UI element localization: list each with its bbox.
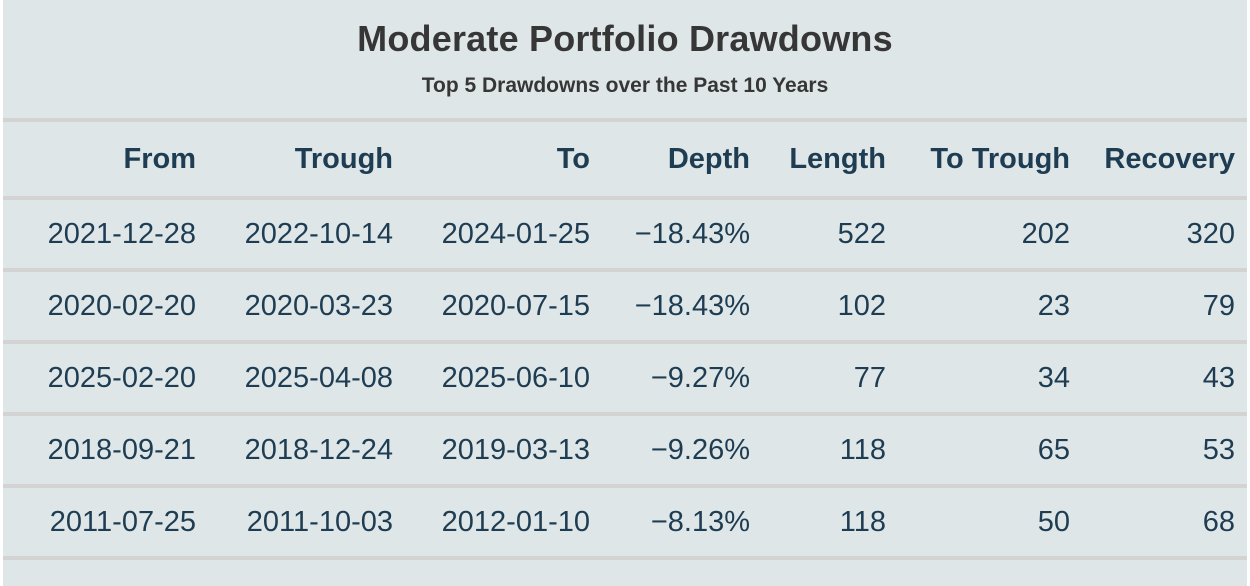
cell-recovery: 79	[1080, 270, 1247, 344]
cell-length: 522	[760, 198, 896, 272]
cell-length: 118	[760, 414, 896, 488]
table-header-row: From Trough To Depth Length To Trough Re…	[3, 122, 1247, 200]
cell-to-trough: 50	[896, 486, 1080, 560]
report-title: Moderate Portfolio Drawdowns	[357, 18, 893, 59]
cell-trough: 2020-03-23	[206, 270, 403, 344]
table-row: 2025-02-20 2025-04-08 2025-06-10 −9.27% …	[3, 342, 1247, 416]
cell-to-trough: 65	[896, 414, 1080, 488]
cell-to-trough: 202	[896, 198, 1080, 272]
cell-from: 2020-02-20	[3, 270, 206, 344]
cell-trough: 2025-04-08	[206, 342, 403, 416]
cell-to-trough: 34	[896, 342, 1080, 416]
cell-recovery: 43	[1080, 342, 1247, 416]
column-header-to-trough: To Trough	[896, 122, 1080, 200]
cell-recovery: 53	[1080, 414, 1247, 488]
cell-from: 2011-07-25	[3, 486, 206, 560]
cell-trough: 2018-12-24	[206, 414, 403, 488]
column-header-to: To	[403, 122, 600, 200]
cell-trough: 2011-10-03	[206, 486, 403, 560]
table-row: 2011-07-25 2011-10-03 2012-01-10 −8.13% …	[3, 486, 1247, 560]
table-row: 2020-02-20 2020-03-23 2020-07-15 −18.43%…	[3, 270, 1247, 344]
cell-to: 2019-03-13	[403, 414, 600, 488]
cell-to: 2024-01-25	[403, 198, 600, 272]
report-subtitle: Top 5 Drawdowns over the Past 10 Years	[421, 74, 829, 97]
cell-depth: −9.26%	[600, 414, 760, 488]
cell-recovery: 320	[1080, 198, 1247, 272]
column-header-recovery: Recovery	[1080, 122, 1247, 200]
cell-depth: −9.27%	[600, 342, 760, 416]
cell-from: 2018-09-21	[3, 414, 206, 488]
column-header-trough: Trough	[206, 122, 403, 200]
cell-depth: −18.43%	[600, 198, 760, 272]
table-row: 2018-09-21 2018-12-24 2019-03-13 −9.26% …	[3, 414, 1247, 488]
column-header-length: Length	[760, 122, 896, 200]
cell-depth: −8.13%	[600, 486, 760, 560]
cell-from: 2021-12-28	[3, 198, 206, 272]
cell-depth: −18.43%	[600, 270, 760, 344]
cell-trough: 2022-10-14	[206, 198, 403, 272]
cell-recovery: 68	[1080, 486, 1247, 560]
cell-to-trough: 23	[896, 270, 1080, 344]
column-header-from: From	[3, 122, 206, 200]
cell-length: 118	[760, 486, 896, 560]
cell-from: 2025-02-20	[3, 342, 206, 416]
cell-length: 77	[760, 342, 896, 416]
drawdowns-table: From Trough To Depth Length To Trough Re…	[3, 122, 1247, 560]
cell-to: 2025-06-10	[403, 342, 600, 416]
report-header: Moderate Portfolio Drawdowns Top 5 Drawd…	[3, 0, 1247, 122]
table-row: 2021-12-28 2022-10-14 2024-01-25 −18.43%…	[3, 198, 1247, 272]
drawdowns-report: Moderate Portfolio Drawdowns Top 5 Drawd…	[3, 0, 1247, 586]
cell-to: 2020-07-15	[403, 270, 600, 344]
column-header-depth: Depth	[600, 122, 760, 200]
cell-length: 102	[760, 270, 896, 344]
cell-to: 2012-01-10	[403, 486, 600, 560]
